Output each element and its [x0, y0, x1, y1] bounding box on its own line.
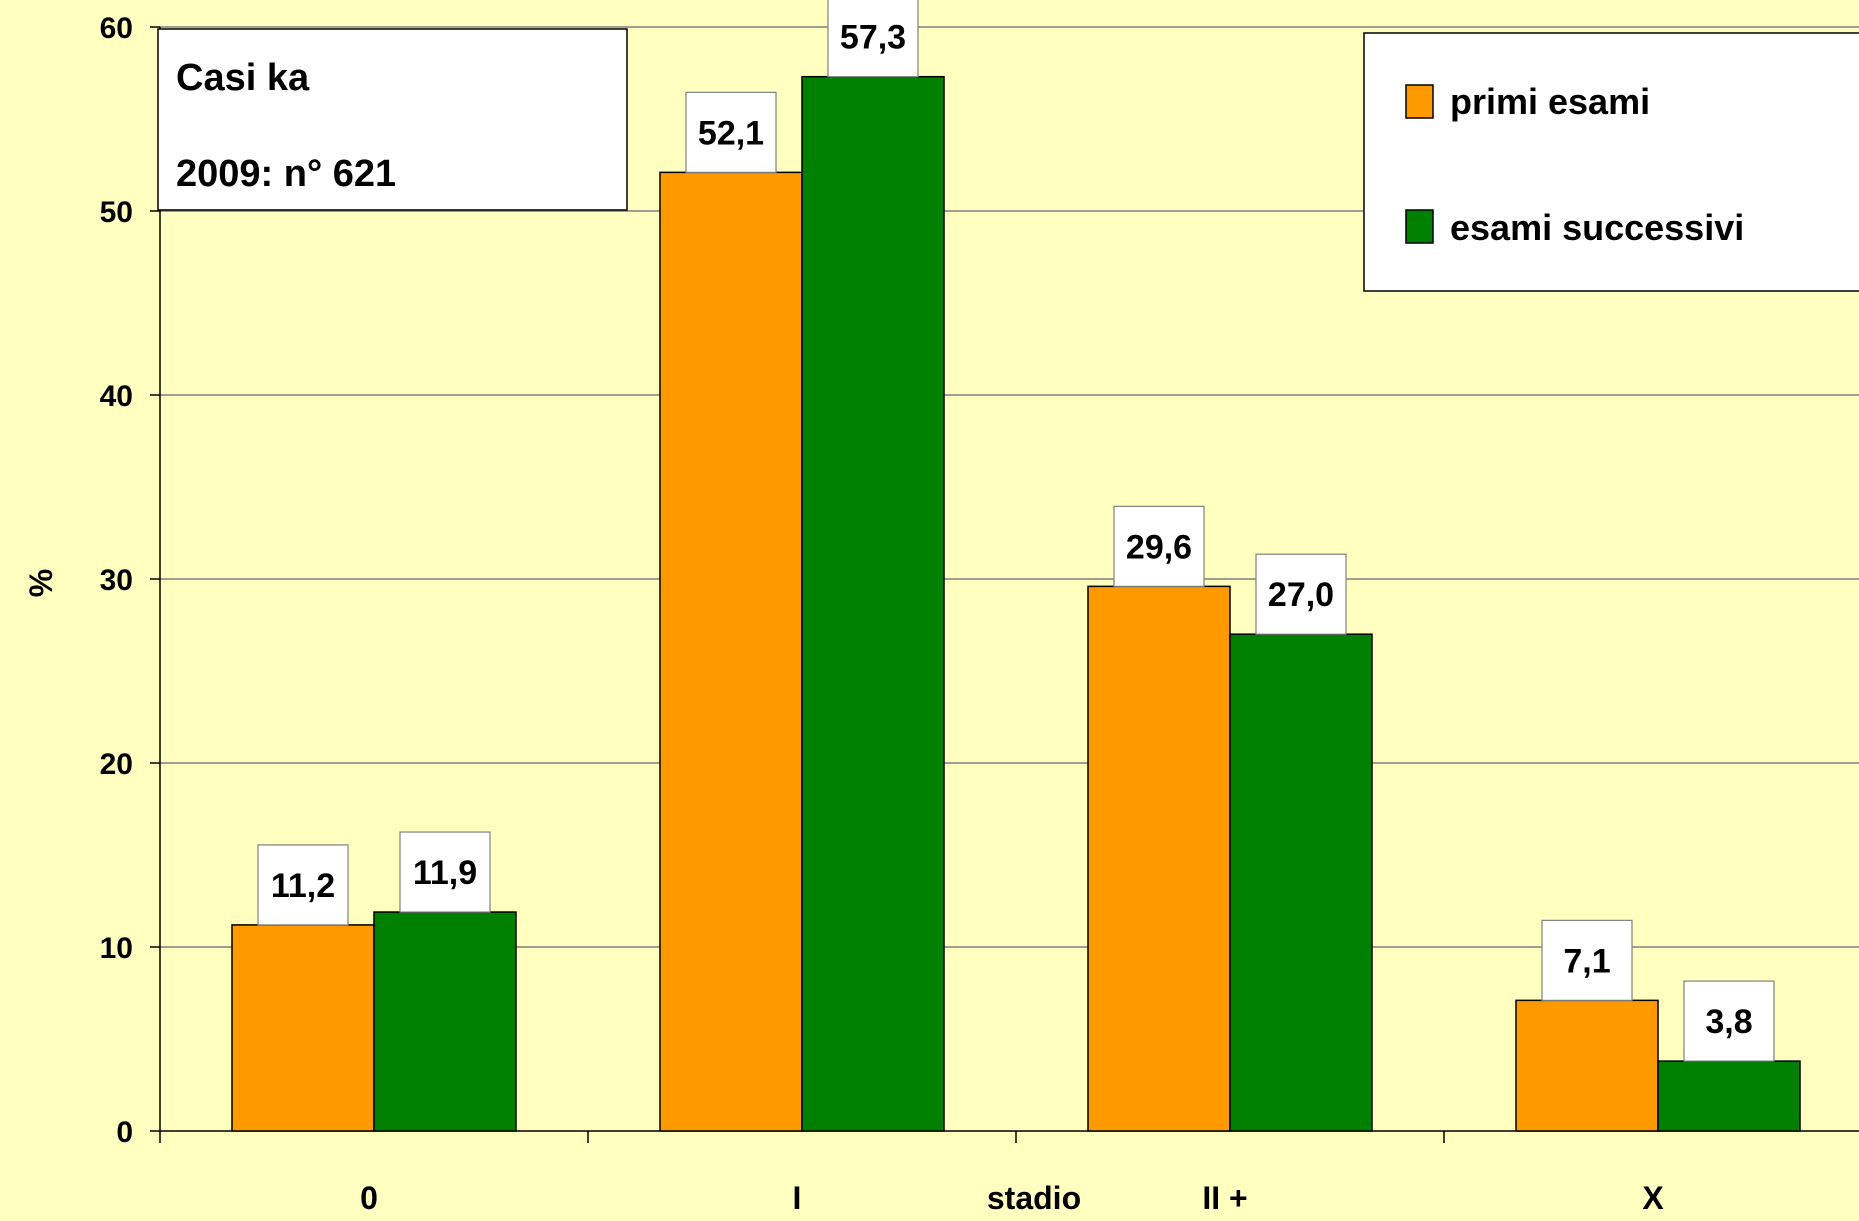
data-label-box [685, 91, 777, 173]
data-label: 29,6 [1113, 505, 1205, 587]
data-label-box [1683, 980, 1775, 1062]
legend-swatch-esami-successivi [1405, 209, 1434, 244]
legend-label-esami-successivi: esami successivi [1450, 207, 1744, 248]
y-tick-label: 10 [100, 932, 133, 965]
legend-label-primi-esami: primi esami [1450, 81, 1650, 122]
data-label-text: 7,1 [1563, 942, 1610, 980]
x-category-label: I [793, 1180, 802, 1216]
x-category-labels: 0 I II + X [360, 1180, 1664, 1216]
x-category-label: 0 [360, 1180, 378, 1216]
data-label-text: 29,6 [1126, 528, 1192, 566]
bar-primi-esami [1515, 999, 1659, 1132]
y-tick-label: 50 [100, 196, 133, 229]
y-tick-label: 0 [116, 1116, 133, 1149]
data-label-box [1255, 553, 1347, 635]
data-label-text: 11,9 [413, 854, 477, 892]
legend-swatch-primi-esami [1405, 84, 1434, 119]
data-label-text: 27,0 [1268, 576, 1334, 614]
data-label: 11,9 [399, 831, 491, 913]
y-tick-label: 60 [100, 12, 133, 45]
data-label: 57,3 [827, 0, 919, 78]
x-category-label: X [1642, 1180, 1664, 1216]
y-tick-labels: 0 10 20 30 40 50 60 [100, 12, 133, 1149]
y-tick-label: 40 [100, 380, 133, 413]
bar-primi-esami [231, 924, 375, 1132]
data-label-box [257, 844, 349, 926]
bar-esami-successivi [1657, 1060, 1801, 1132]
data-label: 3,8 [1683, 980, 1775, 1062]
bar-esami-successivi [1229, 633, 1373, 1132]
data-label-text: 11,2 [271, 867, 335, 905]
data-label: 27,0 [1255, 553, 1347, 635]
info-line-2: 2009: n° 621 [176, 153, 396, 195]
data-label-box [827, 0, 919, 78]
y-tick-label: 20 [100, 748, 133, 781]
data-label: 52,1 [685, 91, 777, 173]
legend: primi esami esami successivi [1363, 32, 1859, 292]
bar-primi-esami [659, 171, 803, 1132]
bars [231, 75, 1801, 1132]
data-label-text: 52,1 [698, 114, 764, 152]
data-label-text: 57,3 [840, 19, 906, 57]
info-line-1: Casi ka [176, 57, 310, 99]
data-label: 11,2 [257, 844, 349, 926]
info-box-frame [157, 28, 628, 211]
info-box: Casi ka 2009: n° 621 [157, 28, 628, 211]
bar-primi-esami [1087, 585, 1231, 1132]
data-label-text: 3,8 [1705, 1003, 1752, 1041]
x-category-label: II + [1202, 1180, 1247, 1216]
y-axis-title: % [23, 569, 59, 597]
data-label-box [399, 831, 491, 913]
data-label-box [1541, 919, 1633, 1001]
legend-frame [1363, 32, 1859, 292]
x-axis-title: stadio [987, 1180, 1081, 1216]
bar-esami-successivi [373, 911, 517, 1132]
data-labels: 11,2 11,9 52,1 57,3 29,6 27,0 7,1 3,8 [257, 0, 1775, 1062]
data-label-box [1113, 505, 1205, 587]
bar-esami-successivi [801, 75, 945, 1132]
y-tick-label: 30 [100, 564, 133, 597]
data-label: 7,1 [1541, 919, 1633, 1001]
